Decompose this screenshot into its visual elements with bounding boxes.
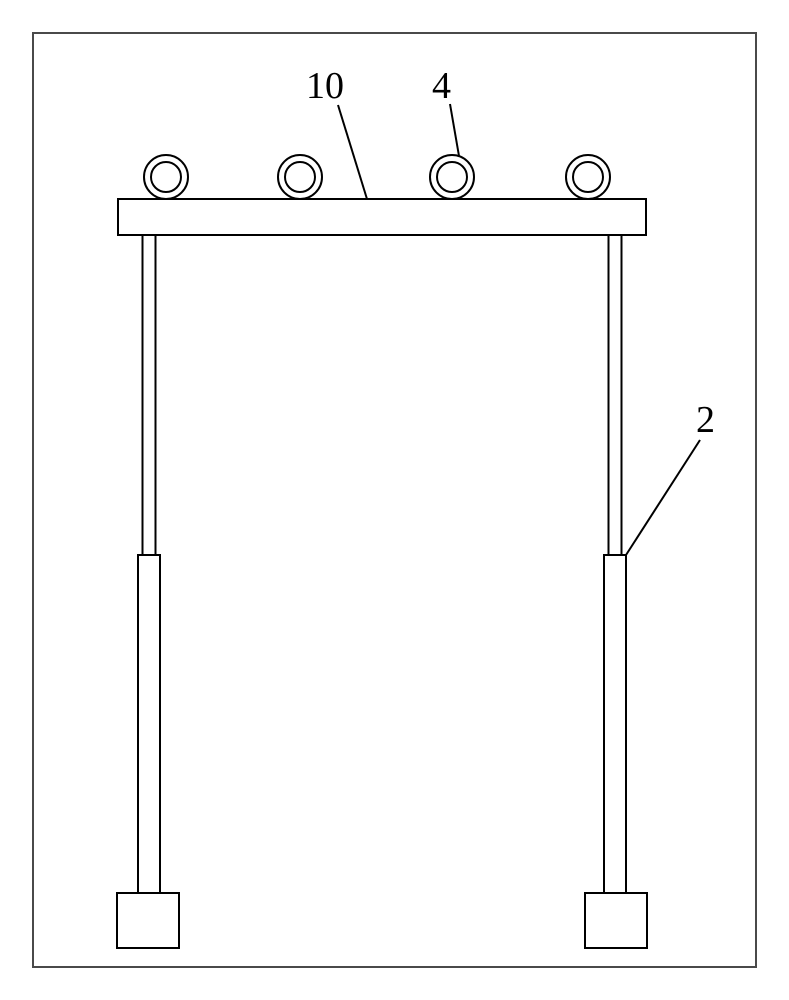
top-beam	[118, 199, 646, 235]
label-10-leader	[338, 105, 367, 199]
roller-1-inner	[285, 162, 315, 192]
roller-0-inner	[151, 162, 181, 192]
foot-right	[585, 893, 647, 948]
label-2-leader	[626, 440, 700, 555]
outer-frame	[33, 33, 756, 967]
label-4-leader	[450, 104, 459, 156]
label-4: 4	[432, 65, 451, 107]
leg-left-inner	[143, 235, 156, 555]
leg-right-outer	[604, 555, 626, 893]
leg-left-outer	[138, 555, 160, 893]
label-2: 2	[696, 399, 715, 441]
foot-left	[117, 893, 179, 948]
roller-2-inner	[437, 162, 467, 192]
roller-3-inner	[573, 162, 603, 192]
leg-right-inner	[609, 235, 622, 555]
label-10: 10	[306, 65, 344, 107]
